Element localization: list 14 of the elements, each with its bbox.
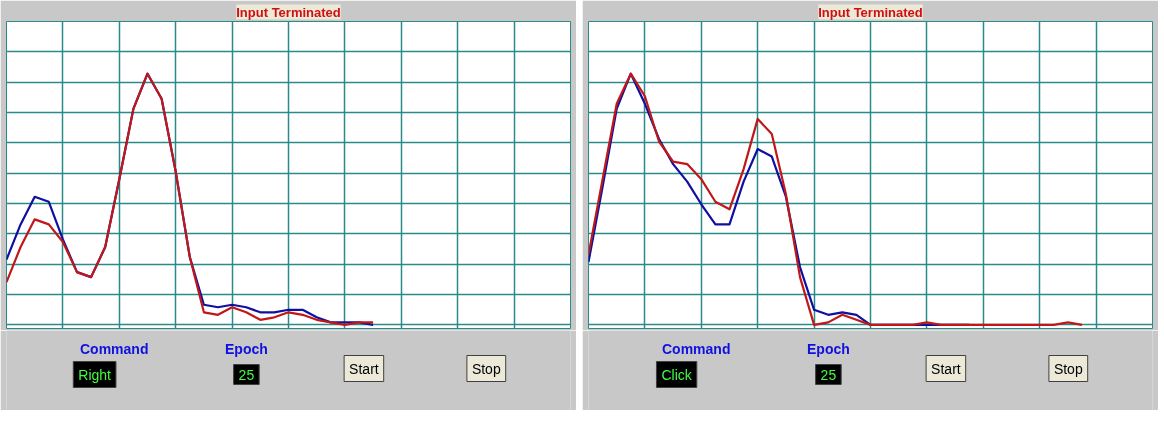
text: 25 [820,366,837,383]
text: Command [661,340,731,357]
text: 25 [238,366,255,383]
text: Right [78,366,112,383]
text: Epoch [225,340,268,357]
text: Epoch [807,340,850,357]
chart-title: Input Terminated [818,4,923,20]
text: Start [931,360,961,377]
text: Start [349,360,379,377]
chart-title: Input Terminated [236,4,341,20]
text: Stop [1053,360,1083,377]
text: Command [79,340,149,357]
text: Click [661,366,693,383]
text: Stop [471,360,501,377]
